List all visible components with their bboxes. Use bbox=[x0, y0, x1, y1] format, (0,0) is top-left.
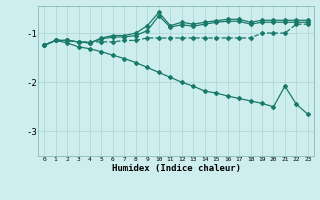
X-axis label: Humidex (Indice chaleur): Humidex (Indice chaleur) bbox=[111, 164, 241, 173]
